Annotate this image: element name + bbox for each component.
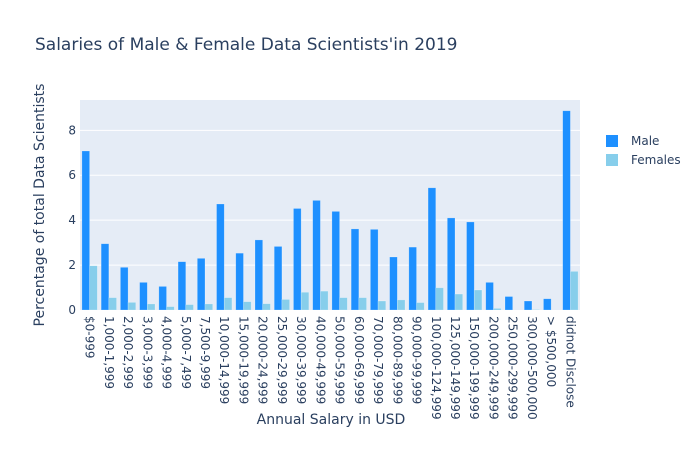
legend-swatch-females[interactable]	[606, 154, 618, 166]
bar-male[interactable]	[216, 203, 225, 311]
x-tick-label: 60,000-69,999	[352, 316, 366, 404]
x-tick-label: 40,000-49,999	[313, 316, 327, 404]
bar-male[interactable]	[485, 282, 494, 311]
bar-females[interactable]	[127, 302, 137, 311]
bar-male[interactable]	[350, 228, 360, 311]
x-tick-label: 250,000-299,999	[506, 316, 520, 420]
bar-females[interactable]	[435, 287, 444, 311]
x-tick-label: 70,000-79,999	[371, 316, 385, 404]
bar-females[interactable]	[397, 299, 406, 311]
x-tick-label: 5,000-7,499	[179, 316, 193, 389]
x-tick-label: 1,000-1,999	[102, 316, 116, 389]
x-tick-label: > $500,000	[544, 316, 558, 387]
x-tick-label: 80,000-89,999	[390, 316, 404, 404]
bar-male[interactable]	[504, 296, 513, 311]
bar-females[interactable]	[377, 300, 387, 311]
bar-male[interactable]	[427, 187, 437, 311]
bar-male[interactable]	[139, 282, 148, 311]
x-tick-label: 2,000-2,999	[121, 316, 135, 389]
chart-title: Salaries of Male & Female Data Scientist…	[35, 35, 457, 55]
bar-females[interactable]	[89, 265, 98, 311]
bar-females[interactable]	[339, 297, 348, 311]
bar-male[interactable]	[370, 229, 379, 311]
bar-male[interactable]	[389, 256, 398, 311]
bar-male[interactable]	[408, 246, 417, 311]
bar-females[interactable]	[185, 304, 194, 311]
bar-females[interactable]	[223, 297, 233, 311]
legend-label-females[interactable]: Females	[631, 153, 681, 167]
y-axis-title: Percentage of total Data Scientists	[32, 84, 48, 327]
x-tick-label: 100,000-124,999	[429, 316, 443, 420]
x-tick-label: 300,000-500,000	[525, 316, 539, 420]
plot-area	[80, 100, 580, 310]
bars	[81, 110, 579, 311]
bar-females[interactable]	[166, 306, 175, 311]
bar-male[interactable]	[158, 286, 167, 311]
x-tick-label: 7,500-9,999	[198, 316, 212, 389]
gridlines	[80, 129, 580, 266]
x-tick-label: 125,000-149,999	[448, 316, 462, 420]
bar-male[interactable]	[177, 261, 187, 311]
bar-females[interactable]	[358, 297, 367, 311]
bar-females[interactable]	[493, 308, 502, 311]
y-tick-label: 4	[68, 213, 76, 227]
bar-females[interactable]	[147, 303, 156, 311]
x-tick-label: 90,000-99,999	[410, 316, 424, 404]
bar-females[interactable]	[204, 303, 213, 311]
y-tick-label: 2	[68, 258, 76, 272]
x-tick-label: 20,000-24,999	[256, 316, 270, 404]
x-tick-label: 30,000-39,999	[294, 316, 308, 404]
legend-label-male[interactable]: Male	[631, 134, 659, 148]
x-tick-label: 25,000-29,999	[275, 316, 289, 404]
bar-females[interactable]	[570, 271, 579, 311]
bar-females[interactable]	[300, 291, 310, 311]
bar-male[interactable]	[447, 217, 456, 311]
bar-male[interactable]	[197, 258, 206, 311]
bar-females[interactable]	[243, 301, 252, 311]
bar-male[interactable]	[523, 300, 533, 311]
x-tick-label: 200,000-249,999	[486, 316, 500, 420]
bar-male[interactable]	[235, 252, 244, 311]
y-tick-label: 8	[68, 123, 76, 137]
x-tick-label: 4,000-4,999	[160, 316, 174, 389]
bar-male[interactable]	[312, 200, 321, 311]
y-axis-ticks: 0 2 4 6 8	[68, 123, 76, 317]
y-tick-label: 6	[68, 168, 76, 182]
bar-male[interactable]	[562, 110, 571, 311]
x-tick-label: didnot Disclose	[563, 316, 577, 408]
bar-females[interactable]	[454, 293, 463, 311]
bar-females[interactable]	[416, 302, 425, 311]
bar-females[interactable]	[108, 297, 117, 311]
x-tick-label: 3,000-3,999	[140, 316, 154, 389]
bar-male[interactable]	[466, 221, 475, 311]
x-axis-ticks: $0-999 1,000-1,999 2,000-2,999 3,000-3,999 4…	[83, 316, 578, 420]
x-axis-title: Annual Salary in USD	[257, 412, 406, 428]
x-tick-label: 50,000-59,999	[333, 316, 347, 404]
legend-swatch-male[interactable]	[606, 135, 618, 147]
bar-male[interactable]	[273, 246, 283, 311]
bar-male[interactable]	[293, 208, 302, 311]
bar-male[interactable]	[543, 298, 552, 311]
legend[interactable]: Male Females	[606, 134, 681, 167]
x-tick-label: 15,000-19,999	[236, 316, 250, 404]
bar-females[interactable]	[473, 289, 483, 311]
bar-male[interactable]	[120, 267, 129, 311]
bar-females[interactable]	[262, 303, 271, 311]
bar-male[interactable]	[254, 239, 263, 311]
bar-male[interactable]	[331, 211, 340, 311]
bar-male[interactable]	[100, 243, 110, 311]
x-tick-label: $0-999	[83, 316, 97, 359]
y-tick-label: 0	[68, 303, 76, 317]
bar-females[interactable]	[320, 290, 329, 311]
x-tick-label: 10,000-14,999	[217, 316, 231, 404]
bar-females[interactable]	[281, 299, 290, 311]
bar-male[interactable]	[81, 150, 90, 311]
x-tick-label: 150,000-199,999	[467, 316, 481, 420]
